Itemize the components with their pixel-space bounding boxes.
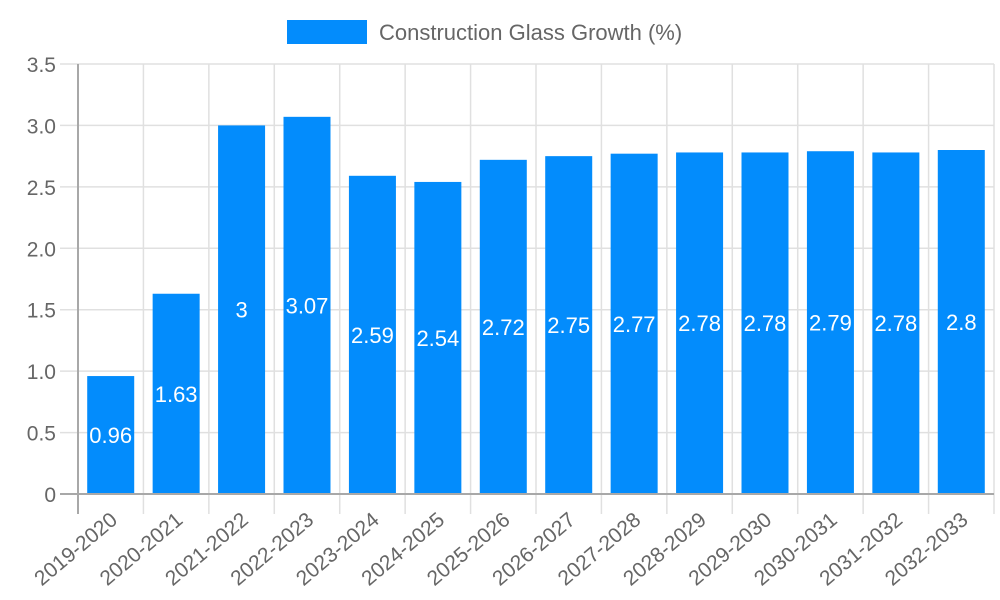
bar-value-label: 2.78	[678, 311, 721, 336]
bar[interactable]	[676, 152, 724, 494]
x-axis-ticks: 2019-20202020-20212021-20222022-20232023…	[30, 508, 972, 590]
bar[interactable]	[152, 293, 200, 494]
bar-value-label: 2.77	[613, 312, 656, 337]
bars	[87, 116, 985, 495]
bar[interactable]	[937, 150, 985, 494]
bar-value-label: 2.59	[351, 323, 394, 348]
legend-label: Construction Glass Growth (%)	[379, 20, 682, 45]
bar-value-label: 3.07	[286, 293, 329, 318]
y-tick-label: 1.5	[27, 300, 56, 323]
bar-value-label: 2.75	[547, 313, 590, 338]
bar[interactable]	[218, 125, 266, 494]
bar-value-label: 2.79	[809, 311, 852, 336]
y-tick-label: 0	[44, 484, 56, 507]
legend[interactable]: Construction Glass Growth (%)	[287, 20, 682, 45]
bar[interactable]	[414, 181, 462, 494]
bar[interactable]	[872, 152, 920, 494]
grid-lines	[60, 63, 995, 514]
bar[interactable]	[545, 156, 593, 494]
legend-swatch	[287, 20, 367, 44]
bar-value-label: 2.78	[874, 311, 917, 336]
bar-value-label: 1.63	[155, 382, 198, 407]
axes	[60, 64, 994, 514]
bar[interactable]	[741, 152, 789, 494]
y-tick-label: 0.5	[27, 423, 56, 446]
y-tick-label: 2.0	[27, 238, 56, 261]
bar-value-label: 3	[235, 298, 247, 323]
bar-value-label: 2.8	[946, 310, 977, 335]
bar-value-label: 0.96	[89, 423, 132, 448]
bar-value-label: 2.54	[416, 326, 459, 351]
bar[interactable]	[87, 376, 135, 494]
bar[interactable]	[610, 153, 658, 494]
bar[interactable]	[283, 116, 331, 494]
y-axis-ticks: 0 0.5 1.0 1.5 2.0 2.5 3.0 3.5	[27, 54, 56, 507]
bar-value-label: 2.72	[482, 315, 525, 340]
y-tick-label: 3.0	[27, 115, 56, 138]
bar[interactable]	[806, 151, 854, 494]
bar[interactable]	[479, 159, 527, 495]
bar[interactable]	[348, 175, 396, 495]
y-tick-label: 2.5	[27, 177, 56, 200]
bar-value-label: 2.78	[744, 311, 787, 336]
y-tick-label: 1.0	[27, 361, 56, 384]
y-tick-label: 3.5	[27, 54, 56, 77]
value-labels: 0.96 1.63 3 3.07 2.59 2.54 2.72 2.75 2.77 2.78 2.7…	[89, 293, 976, 448]
